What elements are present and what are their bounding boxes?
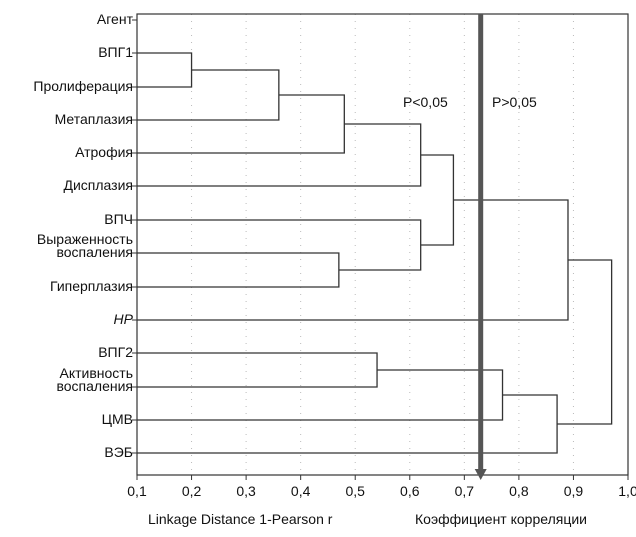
dendrogram-link [137,394,558,454]
leaf-label: Выраженность воспаления [37,231,133,260]
leaf-label: Дисплазия [63,177,133,193]
dendrogram-link [137,252,340,288]
x-tick-label: 0,6 [400,483,420,499]
leaf-label: Активность воспаления [56,365,133,394]
dendrogram-link [137,69,280,121]
leaf-label: ВПЧ [104,211,133,227]
x-axis-label: Linkage Distance 1-Pearson r [148,511,333,527]
threshold-arrowhead [474,469,487,480]
dendrogram-link [137,219,422,271]
leaf-label: Метаплазия [55,111,133,127]
dendrogram-link [137,199,569,321]
threshold-line [474,14,487,480]
leaf-label: ЦМВ [102,411,133,427]
x-tick-label: 0,4 [291,483,311,499]
x-tick-label: 1,0 [618,483,636,499]
x-tick-label: 0,7 [455,483,475,499]
leaf-labels: Агент ВПГ1 Пролиферация Метаплазия Атрофия Ди… [33,11,137,460]
dendrogram-link [137,52,193,88]
leaf-label: Пролиферация [33,78,133,94]
leaf-label: Агент [97,11,134,27]
threshold-left-label: P<0,05 [403,94,448,110]
threshold-right-label: P>0,05 [492,94,537,110]
x-tick-label: 0,2 [182,483,202,499]
leaf-label: ВПГ1 [98,44,133,60]
dendrogram-link [137,123,422,187]
dendrogram-links [137,52,613,454]
dendrogram-link [137,369,504,421]
dendrogram-link [557,259,613,425]
leaf-label: ВПГ2 [98,344,133,360]
plot-frame [136,13,629,476]
x-tick-label: 0,5 [345,483,365,499]
dendrogram-link [137,94,345,154]
grid-lines [191,14,574,475]
dendrogram-link [420,154,455,246]
leaf-label: Атрофия [75,144,133,160]
x-tick-label: 0,9 [564,483,584,499]
leaf-label: ВЭБ [104,444,133,460]
x-tick-label: 0,3 [236,483,256,499]
leaf-label: Гиперплазия [50,278,133,294]
x-tick-label: 0,1 [127,483,147,499]
leaf-label: HP [114,311,134,327]
x-axis-ticks: 0,1 0,2 0,3 0,4 0,5 0,6 0,7 0,8 0,9 1,0 [127,475,636,499]
dendrogram-link [137,352,378,388]
x-axis-label-secondary: Коэффициент корреляции [415,511,587,527]
x-tick-label: 0,8 [509,483,529,499]
